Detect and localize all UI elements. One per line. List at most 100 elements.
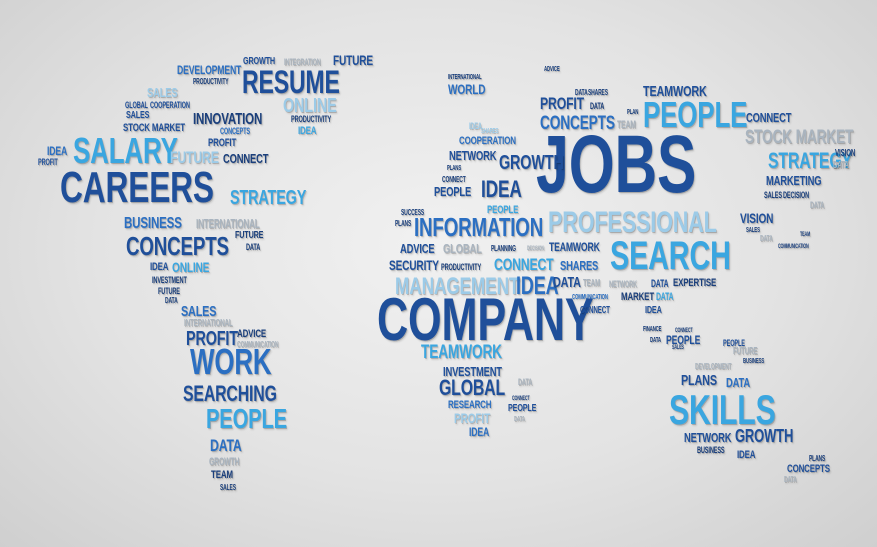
word-security: SECURITY bbox=[389, 257, 439, 273]
word-decision: DECISION bbox=[783, 190, 809, 200]
word-international-3: INTERNATIONAL bbox=[448, 74, 482, 81]
word-data-11: DATA bbox=[656, 291, 674, 303]
word-idea: IDEA bbox=[298, 125, 317, 137]
word-sales: SALES bbox=[147, 85, 178, 100]
word-productivity-3: PRODUCTIVITY bbox=[441, 262, 482, 272]
word-advice-2: ADVICE bbox=[544, 66, 560, 73]
word-sales-3: SALES bbox=[181, 303, 217, 320]
word-international: INTERNATIONAL bbox=[196, 216, 260, 231]
word-productivity: PRODUCTIVITY bbox=[193, 77, 229, 86]
word-stock-market-2: STOCK MARKET bbox=[745, 127, 854, 148]
word-connect: CONNECT bbox=[223, 151, 269, 166]
word-idea-4: IDEA bbox=[469, 121, 482, 131]
word-plans-3: PLANS bbox=[681, 372, 717, 389]
word-connect-6: CONNECT bbox=[675, 328, 693, 334]
word-vision-2: VISION bbox=[740, 210, 774, 226]
word-profit-4: PROFIT bbox=[540, 94, 585, 113]
word-shares-3: SHARES bbox=[560, 258, 599, 273]
word-connect-3: CONNECT bbox=[442, 175, 466, 184]
word-advice-3: ADVICE bbox=[400, 241, 435, 256]
word-future-3: FUTURE bbox=[235, 230, 264, 241]
word-concepts-4: CONCEPTS bbox=[787, 463, 830, 475]
word-shares-2: SHARES bbox=[481, 128, 499, 135]
word-idea-9: IDEA bbox=[737, 449, 756, 461]
word-growth-4: GROWTH bbox=[735, 426, 794, 446]
word-concepts-3: CONCEPTS bbox=[540, 113, 615, 134]
word-people-5: PEOPLE bbox=[508, 403, 537, 414]
word-team-4: TEAM bbox=[583, 278, 601, 289]
word-searching: SEARCHING bbox=[183, 381, 277, 406]
word-growth-2: GROWTH bbox=[209, 456, 240, 468]
word-careers: CAREERS bbox=[60, 163, 214, 212]
word-teamwork: TEAMWORK bbox=[643, 83, 707, 100]
word-people-6: PEOPLE bbox=[666, 333, 701, 347]
word-data-10: DATA bbox=[651, 278, 669, 290]
word-management: MANAGEMENT bbox=[395, 273, 520, 300]
word-data-4: DATA bbox=[575, 88, 588, 97]
word-business-2: BUSINESS bbox=[743, 358, 765, 365]
word-decision-2: DECISION bbox=[527, 246, 544, 252]
word-network-2: NETWORK bbox=[609, 279, 637, 289]
word-data-8: DATA bbox=[760, 234, 773, 243]
word-advice: ADVICE bbox=[237, 328, 267, 340]
word-profit-2: PROFIT bbox=[38, 157, 58, 167]
word-plans-2: PLANS bbox=[395, 219, 412, 228]
word-work: WORK bbox=[190, 341, 272, 382]
word-idea-6: IDEA bbox=[516, 272, 559, 300]
word-business: BUSINESS bbox=[124, 215, 182, 232]
word-data-6: DATA bbox=[833, 160, 849, 171]
word-data-2: DATA bbox=[165, 296, 178, 305]
word-data-5: DATA bbox=[590, 101, 605, 111]
word-growth-3: GROWTH bbox=[499, 152, 564, 174]
word-investment: INVESTMENT bbox=[152, 275, 187, 285]
word-data-16: DATA bbox=[784, 475, 797, 484]
word-people-4: PEOPLE bbox=[487, 204, 519, 216]
word-data-14: DATA bbox=[650, 337, 661, 344]
word-people: PEOPLE bbox=[206, 403, 287, 434]
word-data-12: DATA bbox=[518, 377, 533, 387]
word-jobs: JOBS bbox=[536, 119, 697, 210]
word-network-3: NETWORK bbox=[684, 430, 732, 445]
word-data-13: DATA bbox=[514, 416, 525, 423]
word-innovation: INNOVATION bbox=[193, 111, 263, 128]
word-finance: FINANCE bbox=[643, 326, 662, 333]
word-data-15: DATA bbox=[726, 375, 751, 390]
word-plan: PLAN bbox=[627, 109, 639, 116]
word-success: SUCCESS bbox=[401, 208, 425, 217]
word-expertise: EXPERTISE bbox=[673, 277, 717, 289]
word-profit-5: PROFIT bbox=[454, 410, 491, 426]
word-research: RESEARCH bbox=[448, 399, 492, 411]
word-connect-4: CONNECT bbox=[494, 255, 554, 274]
word-connect-2: CONNECT bbox=[746, 110, 792, 125]
word-global-2: GLOBAL bbox=[443, 241, 482, 256]
word-international-2: INTERNATIONAL bbox=[184, 318, 233, 329]
word-plans: PLANS bbox=[447, 165, 462, 172]
word-strategy: STRATEGY bbox=[230, 187, 307, 209]
word-idea-7: IDEA bbox=[645, 305, 662, 316]
word-team: TEAM bbox=[211, 469, 233, 481]
word-data: DATA bbox=[246, 242, 261, 252]
word-cooperation: COOPERATION bbox=[150, 100, 190, 110]
word-stock-market: STOCK MARKET bbox=[123, 122, 185, 134]
word-marketing: MARKETING bbox=[766, 173, 822, 188]
word-search: SEARCH bbox=[610, 234, 731, 278]
word-market: MARKET bbox=[621, 291, 655, 303]
word-data-3: DATA bbox=[210, 436, 242, 455]
word-growth: GROWTH bbox=[243, 56, 275, 67]
word-team-3: TEAM bbox=[800, 232, 811, 238]
word-company: COMPANY bbox=[377, 286, 594, 353]
word-teamwork-3: TEAMWORK bbox=[421, 342, 502, 363]
word-profit-3: PROFIT bbox=[186, 328, 238, 350]
word-idea-3: IDEA bbox=[150, 261, 169, 273]
word-future-5: FUTURE bbox=[733, 346, 758, 357]
word-people-3: PEOPLE bbox=[434, 184, 472, 199]
word-global-3: GLOBAL bbox=[439, 375, 506, 400]
word-sales-4: SALES bbox=[220, 483, 236, 492]
word-connect-5: CONNECT bbox=[580, 305, 610, 316]
word-future: FUTURE bbox=[333, 52, 374, 68]
word-future-4: FUTURE bbox=[158, 286, 180, 296]
word-cooperation-2: COOPERATION bbox=[459, 135, 516, 147]
word-resume: RESUME bbox=[242, 64, 340, 100]
word-communication-2: COMMUNICATION bbox=[778, 244, 809, 250]
